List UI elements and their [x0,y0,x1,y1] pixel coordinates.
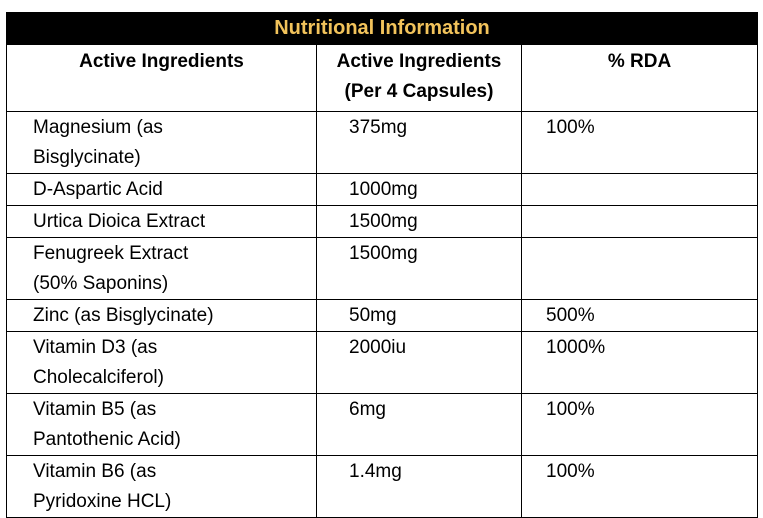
amount-cell: 1000mg [316,173,522,206]
ingredient-name-line1: Magnesium (as [33,117,163,138]
rda-cell: 100% [520,393,759,456]
rda-cell: 100% [520,111,759,174]
header-rda-line1: % RDA [607,51,672,72]
rda-cell [520,173,759,206]
header-amount: Active Ingredients (Per 4 Capsules) [316,44,522,112]
ingredient-name-line1: Vitamin D3 (as [33,337,158,358]
amount-cell: 1500mg [316,237,522,300]
ingredient-name-line1: Vitamin B6 (as [33,461,157,482]
table-row: Vitamin B6 (as Pyridoxine HCL) 1.4mg 100% [6,455,759,518]
ingredient-name-line1: Zinc (as Bisglycinate) [33,305,214,326]
table-row: Vitamin D3 (as Cholecalciferol) 2000iu 1000… [6,331,759,394]
ingredient-cell: Urtica Dioica Extract [6,205,317,238]
table-row: Vitamin B5 (as Pantothenic Acid) 6mg 100% [6,393,759,456]
ingredient-cell: D-Aspartic Acid [6,173,317,206]
ingredient-cell: Zinc (as Bisglycinate) [6,299,317,332]
amount-cell: 375mg [316,111,522,174]
ingredient-cell: Vitamin D3 (as Cholecalciferol) [6,331,317,394]
amount-cell: 1.4mg [316,455,522,518]
table-row: Fenugreek Extract (50% Saponins) 1500mg [6,237,759,300]
table-row: Urtica Dioica Extract 1500mg [6,205,759,238]
table-row: D-Aspartic Acid 1000mg [6,173,759,206]
ingredient-name-line2: Cholecalciferol) [33,367,164,388]
header-rda: % RDA [520,44,759,112]
ingredient-cell: Magnesium (as Bisglycinate) [6,111,317,174]
ingredient-name-line2: Pantothenic Acid) [33,429,181,450]
ingredient-cell: Vitamin B6 (as Pyridoxine HCL) [6,455,317,518]
rda-cell: 100% [520,455,759,518]
amount-cell: 2000iu [316,331,522,394]
ingredient-cell: Fenugreek Extract (50% Saponins) [6,237,317,300]
table-title: Nutritional Information [5,12,759,45]
rda-cell: 500% [520,299,759,332]
header-ingredient-line1: Active Ingredients [79,51,244,72]
ingredient-name-line2: Pyridoxine HCL) [33,491,172,512]
header-amount-line1: Active Ingredients [336,51,502,72]
table-row: Zinc (as Bisglycinate) 50mg 500% [6,299,759,332]
ingredient-name-line1: Fenugreek Extract [33,243,189,264]
ingredient-name-line2: Bisglycinate) [33,147,141,168]
table-row: Magnesium (as Bisglycinate) 375mg 100% [6,111,759,174]
table-header-row: Active Ingredients Active Ingredients (P… [6,44,759,112]
nutrition-table-container: Nutritional Information Active Ingredien… [5,12,759,518]
header-amount-line2: (Per 4 Capsules) [344,81,494,102]
amount-cell: 50mg [316,299,522,332]
ingredient-name-line1: Urtica Dioica Extract [33,211,206,232]
table-title-row: Nutritional Information [5,12,759,45]
rda-cell: 1000% [520,331,759,394]
ingredient-name-line1: D-Aspartic Acid [33,179,163,200]
header-ingredient: Active Ingredients [6,44,317,112]
rda-cell [520,205,759,238]
nutrition-table: Nutritional Information Active Ingredien… [5,12,759,518]
amount-cell: 1500mg [316,205,522,238]
ingredient-cell: Vitamin B5 (as Pantothenic Acid) [6,393,317,456]
ingredient-name-line2: (50% Saponins) [33,273,169,294]
rda-cell [520,237,759,300]
ingredient-name-line1: Vitamin B5 (as [33,399,157,420]
amount-cell: 6mg [316,393,522,456]
